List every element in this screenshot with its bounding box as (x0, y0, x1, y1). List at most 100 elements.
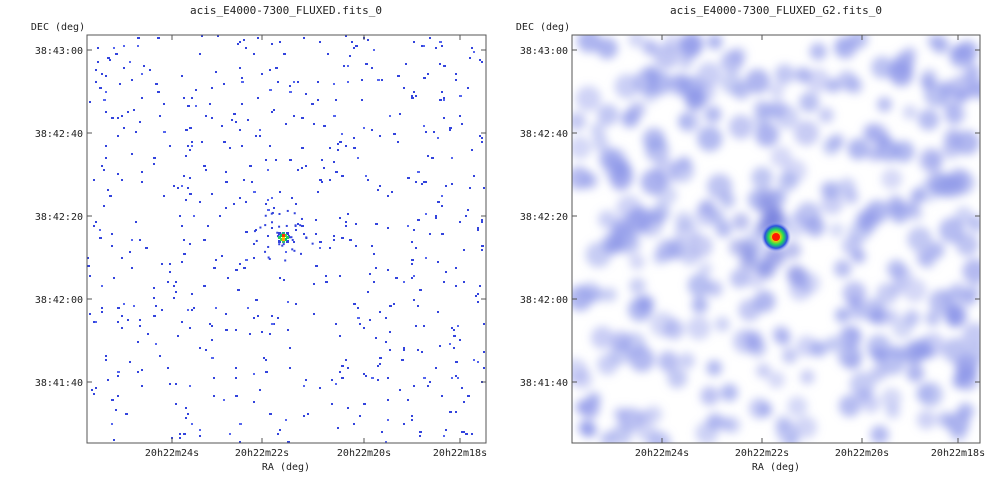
event-pixel (235, 329, 237, 331)
event-pixel (163, 195, 165, 197)
event-pixel (417, 305, 419, 307)
event-pixel (185, 407, 187, 409)
event-pixel (401, 359, 404, 361)
smoothed-blob (920, 68, 938, 86)
event-pixel (161, 263, 163, 265)
event-pixel (333, 161, 335, 163)
event-pixel (477, 361, 479, 363)
ytick-label: 38:41:40 (35, 378, 83, 389)
event-pixel (457, 377, 459, 379)
event-pixel (181, 225, 183, 227)
smoothed-blob (805, 68, 831, 93)
smoothed-blob (586, 391, 602, 407)
event-pixel (185, 199, 187, 201)
panel-right-source (761, 222, 791, 252)
event-pixel (443, 65, 446, 67)
event-pixel (141, 73, 143, 75)
event-pixel (445, 429, 447, 431)
smoothed-blob (609, 342, 632, 365)
event-pixel (111, 233, 113, 235)
source-pixel (282, 234, 285, 237)
event-pixel (439, 63, 441, 65)
event-pixel (415, 95, 417, 97)
event-pixel (237, 289, 240, 291)
event-pixel (303, 385, 305, 387)
event-pixel (343, 65, 345, 67)
event-pixel (445, 185, 447, 187)
event-pixel (335, 171, 338, 173)
event-pixel (285, 224, 288, 227)
event-pixel (377, 379, 379, 381)
smoothed-blob (774, 64, 795, 85)
event-pixel (353, 423, 355, 425)
panel-left-xticks: 20h22m24s 20h22m22s 20h22m20s 20h22m18s (145, 35, 487, 459)
smoothed-blob (653, 158, 680, 185)
event-pixel (345, 35, 347, 37)
smoothed-blob (838, 325, 862, 349)
source-pixel (280, 238, 283, 241)
event-pixel (341, 175, 344, 177)
event-pixel (213, 395, 215, 397)
smoothed-blob (756, 363, 771, 379)
smoothed-blob (720, 72, 743, 95)
event-pixel (205, 169, 207, 171)
event-pixel (341, 377, 344, 379)
ytick-label: 38:42:40 (520, 129, 568, 140)
event-pixel (403, 349, 405, 351)
event-pixel (229, 433, 231, 435)
event-pixel (121, 327, 123, 329)
event-pixel (105, 111, 107, 113)
event-pixel (271, 221, 274, 224)
event-pixel (213, 377, 215, 379)
event-pixel (137, 341, 139, 343)
event-pixel (181, 321, 183, 323)
smoothed-blob (866, 334, 892, 360)
event-pixel (141, 369, 143, 371)
event-pixel (265, 371, 268, 373)
event-pixel (387, 377, 389, 379)
event-pixel (291, 238, 294, 241)
event-pixel (377, 365, 379, 367)
event-pixel (481, 137, 483, 139)
smoothed-blob (753, 100, 771, 117)
event-pixel (381, 431, 383, 433)
smoothed-blob (870, 425, 889, 443)
event-pixel (121, 115, 123, 117)
event-pixel (205, 115, 207, 117)
event-pixel (221, 125, 223, 127)
event-pixel (287, 441, 290, 443)
smoothed-blob (876, 96, 893, 113)
event-pixel (435, 215, 437, 217)
event-pixel (123, 303, 125, 305)
event-pixel (179, 215, 181, 217)
event-pixel (153, 157, 156, 159)
event-pixel (259, 226, 262, 229)
event-pixel (149, 69, 151, 71)
event-pixel (397, 75, 400, 77)
event-pixel (271, 323, 274, 325)
event-pixel (479, 285, 481, 287)
event-pixel (241, 103, 243, 105)
event-pixel (359, 415, 361, 417)
event-pixel (183, 97, 185, 99)
event-pixel (297, 81, 299, 83)
event-pixel (285, 123, 287, 125)
event-pixel (167, 367, 169, 369)
event-pixel (399, 389, 401, 391)
event-pixel (169, 383, 171, 385)
event-pixel (95, 221, 97, 223)
event-pixel (323, 125, 326, 127)
event-pixel (113, 277, 115, 279)
event-pixel (459, 95, 462, 97)
event-pixel (267, 169, 269, 171)
event-pixel (223, 83, 225, 85)
event-pixel (345, 221, 347, 223)
event-pixel (423, 377, 426, 379)
event-pixel (411, 415, 413, 417)
xtick-label: 20h22m20s (337, 448, 391, 459)
event-pixel (419, 431, 422, 433)
smoothed-blob (627, 297, 653, 322)
event-pixel (189, 193, 192, 195)
event-pixel (349, 239, 352, 241)
